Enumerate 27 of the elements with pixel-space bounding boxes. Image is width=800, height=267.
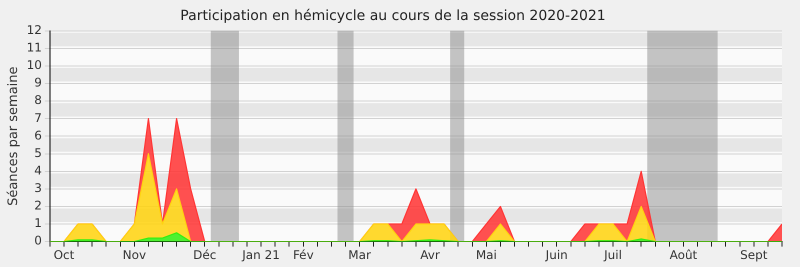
x-tick-label: Oct bbox=[54, 248, 75, 262]
x-tick-label: Jan 21 bbox=[241, 248, 280, 262]
x-tick-label: Août bbox=[670, 248, 698, 262]
y-tick-label: 10 bbox=[26, 58, 42, 72]
x-tick-label: Nov bbox=[122, 248, 146, 262]
y-tick-label: 12 bbox=[26, 22, 42, 37]
x-tick-label: Mar bbox=[348, 248, 372, 262]
y-tick-label: 8 bbox=[34, 93, 42, 108]
y-tick-label: 5 bbox=[34, 146, 42, 160]
x-tick-label: Sept bbox=[740, 248, 768, 262]
x-tick-label: Juin bbox=[544, 248, 568, 262]
y-tick-label: 4 bbox=[34, 163, 42, 178]
y-tick-label: 3 bbox=[34, 181, 42, 196]
x-tick-label: Fév bbox=[292, 248, 314, 262]
y-tick-label: 6 bbox=[34, 128, 42, 142]
y-tick-label: 0 bbox=[34, 234, 42, 248]
x-tick-label: Juil bbox=[603, 248, 622, 262]
y-tick-label: 2 bbox=[34, 198, 42, 213]
y-tick-label: 7 bbox=[34, 110, 42, 125]
x-tick-label: Avr bbox=[420, 248, 440, 262]
y-tick-label: 11 bbox=[26, 40, 42, 54]
x-tick-label: Mai bbox=[476, 248, 497, 262]
x-tick-label: Déc bbox=[193, 248, 216, 262]
y-tick-label: 1 bbox=[34, 216, 42, 230]
chart-title: Participation en hémicycle au cours de la session 2020-2021 bbox=[180, 8, 606, 24]
y-axis-title: Séances par semaine bbox=[6, 66, 22, 206]
y-tick-label: 9 bbox=[34, 76, 42, 90]
